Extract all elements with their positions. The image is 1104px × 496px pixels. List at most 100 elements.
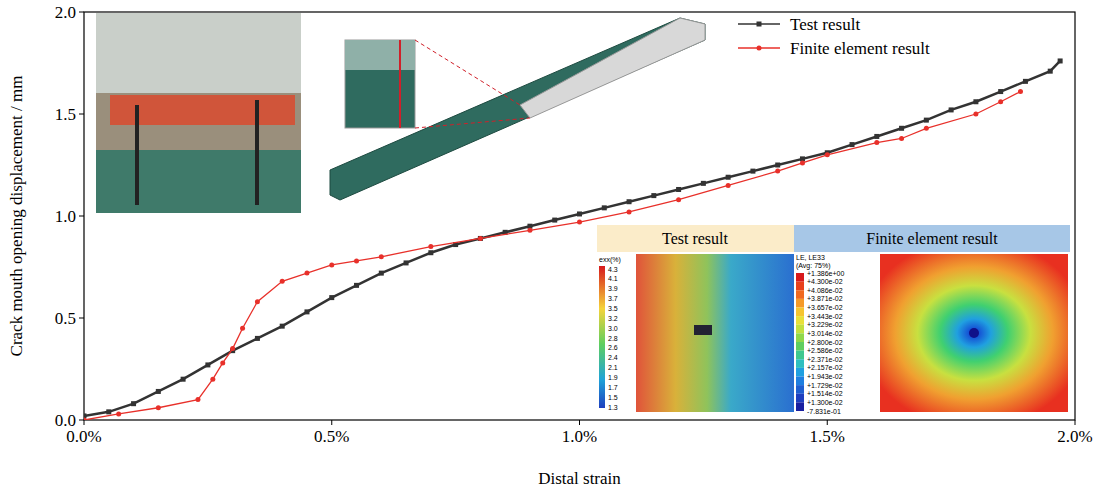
colorbar-label: 1.3 [608,404,618,411]
panel-bg [794,252,1070,415]
colorbar-label: 1.5 [608,394,618,401]
colorbar-cell [796,333,804,342]
point [701,181,706,186]
x-tick [1075,420,1076,425]
x-tick-label: 1.0% [562,427,597,446]
point [973,99,978,104]
colorbar-cell [796,282,804,291]
colorbar-cell [796,299,804,308]
point [195,397,200,402]
point [116,411,121,416]
point [1018,89,1023,94]
contour-image [636,254,794,412]
y-tick-label: 1.0 [55,207,76,226]
photo-tripod [255,100,259,205]
point [379,254,384,259]
x-tick [579,420,580,425]
x-tick-label: 0.5% [314,427,349,446]
y-tick-label: 0.5 [55,309,76,328]
colorbar-cell [796,359,804,368]
point [924,118,929,123]
point [850,142,855,147]
colorbar-title: exx(%) [599,256,621,264]
legend-marker [757,22,762,27]
x-tick-label: 1.5% [810,427,845,446]
mesh-zoom [345,40,415,128]
panel-title: Test result [662,230,729,247]
point [726,175,731,180]
photo-floor [96,150,301,213]
colorbar-label: +3.014e-02 [807,330,843,337]
x-tick [84,420,85,425]
colorbar-cell [796,342,804,351]
y-tick [79,12,84,13]
colorbar-label: +2.800e-02 [807,339,843,346]
colorbar-label: +3.229e-02 [807,321,843,328]
colorbar-label: +4.086e-02 [807,287,843,294]
point [998,99,1003,104]
point [627,209,632,214]
colorbar-label: 3.9 [608,285,618,292]
mesh-zoom [345,40,415,70]
crack-spot [694,325,712,335]
point [156,389,161,394]
point [627,199,632,204]
point [1058,58,1063,63]
point [255,299,260,304]
photo-tripod [135,105,139,205]
y-tick [79,114,84,115]
panel-bg [597,252,794,415]
colorbar-label: +2.371e-02 [807,356,843,363]
point [899,126,904,131]
colorbar-cell [796,402,804,411]
colorbar-label: +1.943e-02 [807,373,843,380]
colorbar-cell [796,385,804,394]
mesh-model [330,18,705,200]
point [478,236,483,241]
point [478,236,483,241]
point [181,377,186,382]
colorbar-label: 4.1 [608,275,618,282]
series-line [84,92,1021,420]
point [354,258,359,263]
colorbar-label: 3.2 [608,315,618,322]
y-tick-label: 0.0 [55,411,76,430]
point [775,169,780,174]
point [379,271,384,276]
colorbar-label: 2.6 [608,344,618,351]
point [973,112,978,117]
y-tick [79,318,84,319]
colorbar-label: -7.831e-01 [807,408,841,415]
point [329,295,334,300]
photo [96,13,301,213]
colorbar-label: +4.300e-02 [807,278,843,285]
mesh-model [520,18,705,118]
colorbar-label: 2.8 [608,335,618,342]
colorbar-label: 3.0 [608,325,618,332]
point [825,152,830,157]
point [874,140,879,145]
x-tick [331,420,332,425]
point [404,260,409,265]
colorbar-title: LE, LE33 [796,254,825,261]
colorbar-label: +3.443e-02 [807,313,843,320]
colorbar-cell [796,308,804,317]
colorbar-cell [796,377,804,386]
point [156,405,161,410]
colorbar-label: +2.157e-02 [807,364,843,371]
colorbar-cell [796,290,804,299]
colorbar-label: 1.7 [608,384,618,391]
point [949,107,954,112]
colorbar-label: 2.4 [608,354,618,361]
point [428,250,433,255]
point [304,309,309,314]
colorbar-cell [796,273,804,282]
axes: 0.0%0.5%1.0%1.5%2.0%0.00.51.01.52.0Dista… [7,3,1093,488]
zoom-line [415,118,530,128]
point [527,228,532,233]
point [1048,69,1053,74]
point [676,187,681,192]
point [577,211,582,216]
point [329,262,334,267]
legend-marker [757,46,762,51]
